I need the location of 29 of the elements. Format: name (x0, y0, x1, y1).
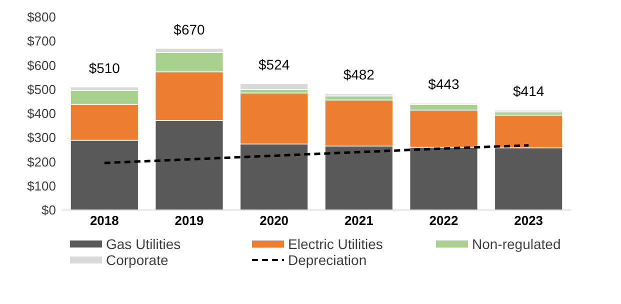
legend-label: Corporate (106, 252, 168, 268)
y-tick-label: $300 (27, 130, 56, 146)
y-tick-label: $500 (27, 82, 56, 97)
y-tick-label: $600 (27, 58, 56, 73)
x-tick-label: 2021 (344, 213, 374, 228)
y-tick-label: $100 (27, 178, 56, 194)
legend-label: Electric Utilities (288, 236, 383, 252)
total-label: $524 (258, 56, 290, 73)
total-label: $482 (343, 66, 375, 83)
y-tick-label: $400 (27, 106, 56, 122)
line-series (103, 144, 530, 164)
x-tick-label: 2023 (514, 213, 544, 228)
y-tick-label: $700 (27, 34, 56, 49)
total-label: $670 (174, 21, 206, 38)
bar (240, 83, 308, 90)
x-tick-label: 2018 (90, 213, 119, 228)
x-tick-label: 2019 (174, 213, 204, 228)
y-tick-label: $800 (27, 10, 56, 25)
legend-label: Gas Utilities (106, 236, 181, 252)
x-tick-label: 2022 (429, 213, 458, 228)
x-tick-label: 2020 (260, 213, 289, 228)
total-label: $443 (428, 76, 460, 92)
total-label: $510 (88, 60, 120, 76)
legend-label: Non-regulated (472, 236, 561, 252)
legend-label: Depreciation (288, 252, 367, 268)
y-tick-label: $0 (42, 202, 56, 218)
y-tick-label: $200 (27, 154, 56, 170)
total-label: $414 (513, 83, 544, 100)
bar (324, 93, 394, 96)
